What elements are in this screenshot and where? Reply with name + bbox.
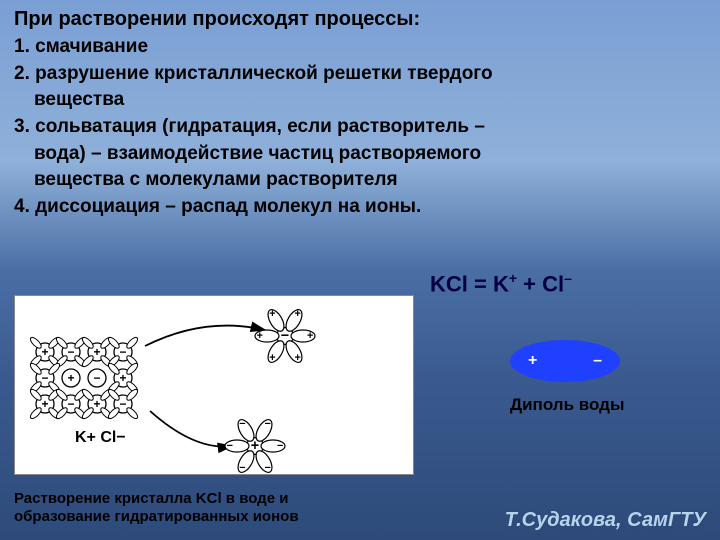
item-3: 3. сольватация (гидратация, если раствор… <box>14 115 706 140</box>
item-1: 1. смачивание <box>14 35 706 60</box>
svg-text:+: + <box>294 308 300 320</box>
svg-text:−: − <box>67 345 74 359</box>
svg-text:+: + <box>41 397 48 411</box>
svg-text:−: − <box>264 462 270 474</box>
watermark: Т.Судакова, СамГТУ <box>505 509 706 532</box>
svg-text:−: − <box>67 397 74 411</box>
item-3c: вещества с молекулами растворителя <box>14 168 706 193</box>
svg-text:−: − <box>264 418 270 430</box>
svg-text:+: + <box>93 345 100 359</box>
eq-part1: KCl = K <box>430 271 509 296</box>
dipole-label: Диполь воды <box>510 395 624 415</box>
dipole-plus: + <box>528 352 537 370</box>
eq-sup1: + <box>509 270 517 286</box>
caption: Растворение кристалла KCl в воде и образ… <box>14 490 299 526</box>
item-3b: вода) – взаимодействие частиц растворяем… <box>14 142 706 167</box>
caption-line1: Растворение кристалла KCl в воде и <box>14 490 299 508</box>
svg-text:+: + <box>41 345 48 359</box>
svg-text:+: + <box>294 352 300 364</box>
svg-text:−: − <box>119 397 126 411</box>
svg-text:+: + <box>269 308 275 320</box>
caption-line2: образование гидратированных ионов <box>14 508 299 526</box>
svg-text:−: − <box>239 462 245 474</box>
svg-text:+: + <box>269 352 275 364</box>
dipole: + – <box>510 340 620 382</box>
item-2b: вещества <box>14 88 706 113</box>
svg-text:K+ Cl−: K+ Cl− <box>75 429 126 446</box>
dipole-minus: – <box>593 352 602 370</box>
svg-text:−: − <box>93 371 100 385</box>
svg-text:−: − <box>119 345 126 359</box>
eq-part2: + Cl <box>517 271 564 296</box>
svg-text:−: − <box>227 440 233 452</box>
diagram: +−+−−+−++−+−K+ Cl−++++++−−−−−−−+ <box>14 295 414 475</box>
eq-sup2: – <box>564 270 572 286</box>
svg-text:+: + <box>251 438 259 454</box>
svg-text:+: + <box>119 371 126 385</box>
svg-text:+: + <box>67 371 74 385</box>
svg-text:+: + <box>257 330 263 342</box>
svg-text:+: + <box>93 397 100 411</box>
item-4: 4. диссоциация – распад молекул на ионы. <box>14 195 706 220</box>
svg-text:−: − <box>277 440 283 452</box>
svg-text:−: − <box>239 418 245 430</box>
svg-text:+: + <box>307 330 313 342</box>
svg-text:−: − <box>41 371 48 385</box>
svg-text:−: − <box>281 328 289 344</box>
item-2: 2. разрушение кристаллической решетки тв… <box>14 62 706 87</box>
equation: KCl = K+ + Cl– <box>430 270 572 297</box>
heading: При растворении происходят процессы: <box>14 8 706 31</box>
diagram-svg: +−+−−+−++−+−K+ Cl−++++++−−−−−−−+ <box>15 296 415 476</box>
